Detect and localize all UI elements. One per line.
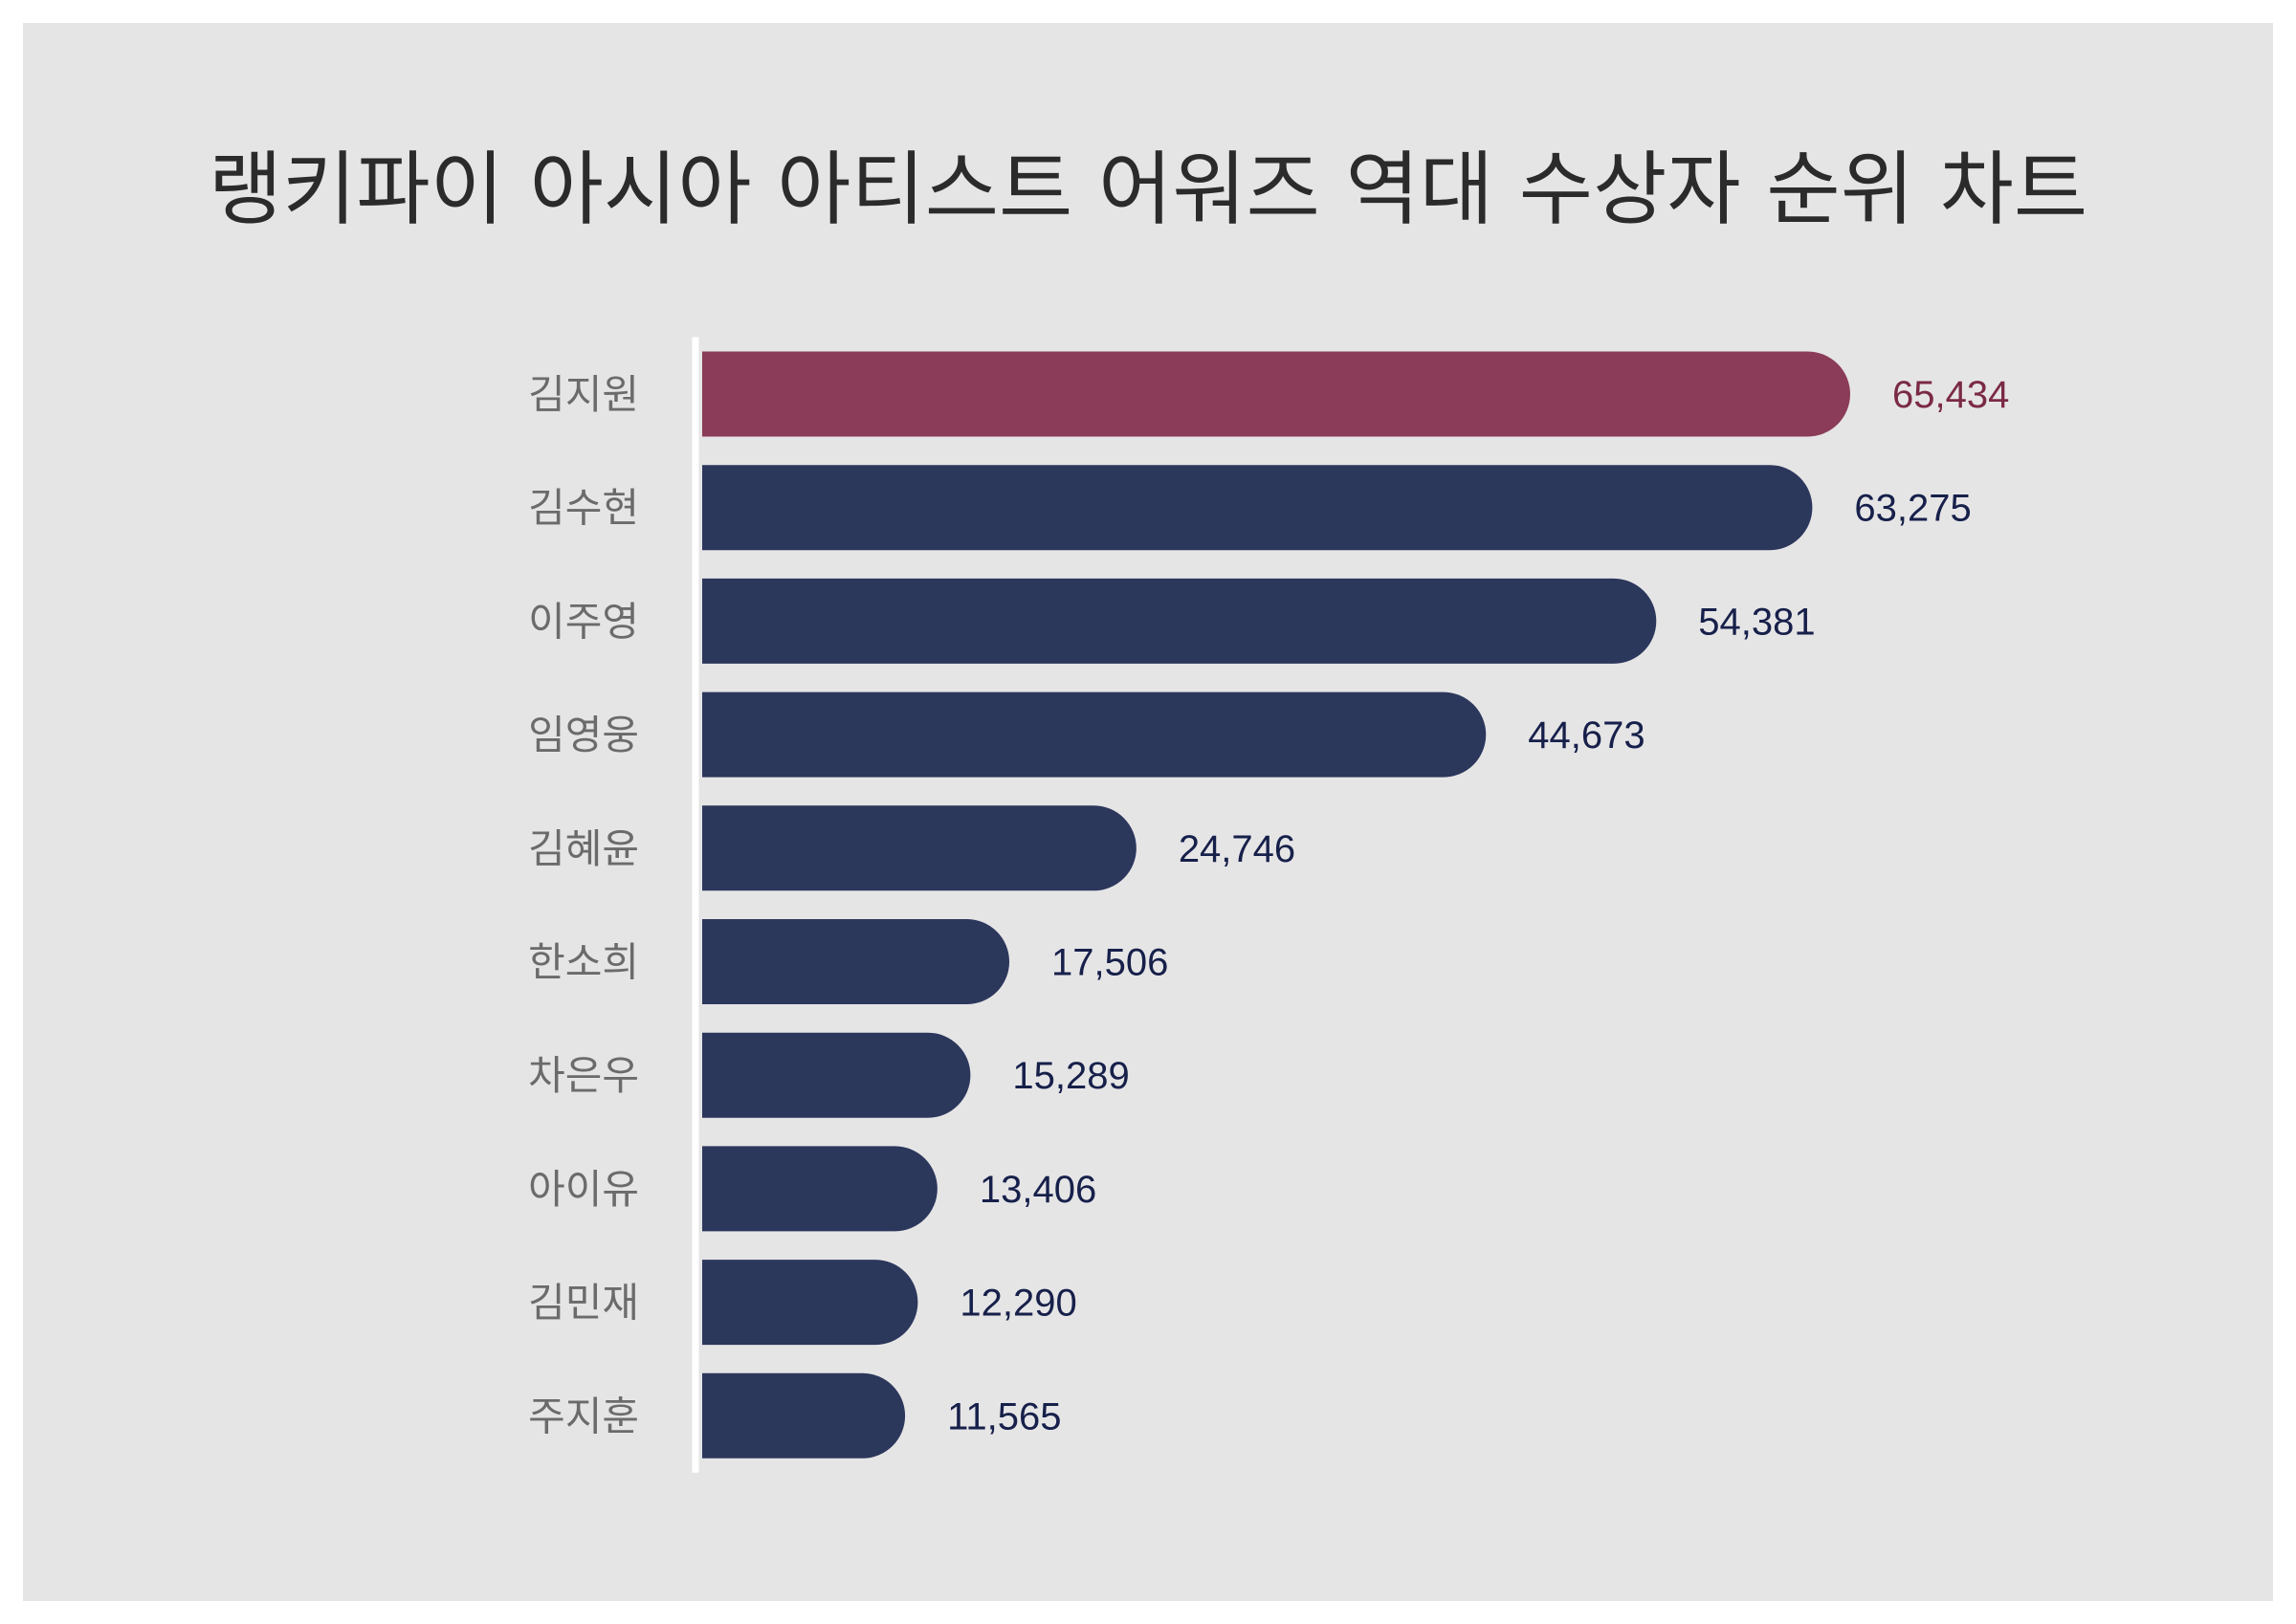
chart-panel xyxy=(23,23,2273,1601)
value-label-2: 63,275 xyxy=(1854,488,1971,530)
category-label-9: 김민재 xyxy=(528,1280,639,1327)
category-label-1: 김지원 xyxy=(528,371,639,418)
value-label-8: 13,406 xyxy=(980,1169,1096,1211)
category-label-6: 한소희 xyxy=(528,939,639,986)
value-label-3: 54,381 xyxy=(1698,601,1815,643)
bar-3 xyxy=(702,578,1657,664)
bar-10 xyxy=(702,1372,906,1459)
bar-2 xyxy=(702,465,1813,551)
value-label-10: 11,565 xyxy=(947,1395,1061,1437)
category-label-5: 김혜윤 xyxy=(528,825,639,872)
category-label-4: 임영웅 xyxy=(528,712,639,758)
bar-9 xyxy=(702,1260,918,1346)
bar-5 xyxy=(702,805,1137,891)
value-label-9: 12,290 xyxy=(960,1283,1076,1325)
chart-title: 랭키파이 아시아 아티스트 어워즈 역대 수상자 순위 차트 xyxy=(208,143,2088,236)
value-label-1: 65,434 xyxy=(1892,374,2009,416)
value-label-4: 44,673 xyxy=(1528,714,1645,757)
category-label-8: 아이유 xyxy=(528,1166,639,1213)
bar-4 xyxy=(702,691,1487,778)
bar-8 xyxy=(702,1146,938,1232)
category-label-2: 김수현 xyxy=(528,485,639,532)
value-label-5: 24,746 xyxy=(1179,828,1295,870)
value-label-6: 17,506 xyxy=(1051,942,1168,984)
category-label-10: 주지훈 xyxy=(528,1393,639,1439)
value-label-7: 15,289 xyxy=(1012,1055,1129,1097)
category-label-7: 차은우 xyxy=(528,1052,639,1099)
category-label-3: 이주영 xyxy=(528,598,639,645)
bar-7 xyxy=(702,1032,971,1118)
bar-6 xyxy=(702,919,1010,1004)
bar-1 xyxy=(702,351,1850,437)
